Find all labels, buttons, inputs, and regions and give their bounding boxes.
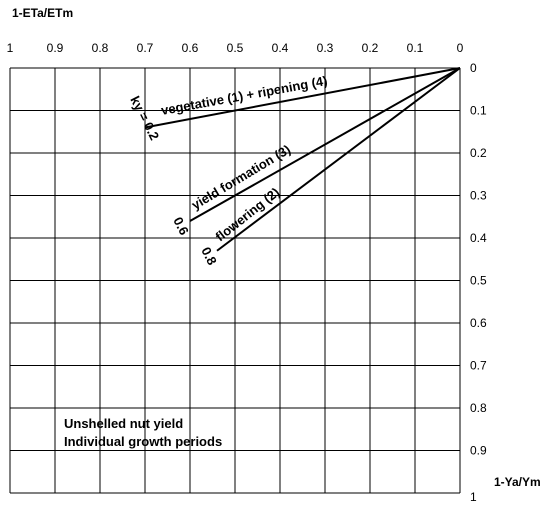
x-tick-label: 0.7 bbox=[137, 41, 154, 55]
x-tick-label: 0.3 bbox=[317, 41, 334, 55]
x-tick-label: 0 bbox=[457, 41, 464, 55]
series-label-vegetative-ripening: vegetative (1) + ripening (4) bbox=[160, 73, 329, 118]
x-tick-label: 0.8 bbox=[92, 41, 109, 55]
y-tick-label: 0.7 bbox=[470, 359, 487, 373]
y-tick-label: 0.2 bbox=[470, 146, 487, 160]
series-label-yield-formation: yield formation (3) bbox=[189, 142, 293, 213]
y-tick-label: 0.5 bbox=[470, 274, 487, 288]
y-tick-label: 0.3 bbox=[470, 189, 487, 203]
series-line bbox=[189, 67, 461, 222]
annotation-yield-type: Unshelled nut yield bbox=[64, 416, 183, 431]
grid bbox=[9, 67, 461, 494]
x-tick-labels: 1 0.9 0.8 0.7 0.6 0.5 0.4 0.3 0.2 0.1 0 bbox=[7, 41, 464, 55]
series-line bbox=[216, 67, 461, 252]
x-tick-label: 0.2 bbox=[362, 41, 379, 55]
y-tick-label: 0 bbox=[470, 61, 477, 75]
y-tick-label: 0.1 bbox=[470, 104, 487, 118]
x-tick-label: 0.6 bbox=[182, 41, 199, 55]
y-tick-label: 0.6 bbox=[470, 316, 487, 330]
ky-label-yield-formation: 0.6 bbox=[170, 215, 192, 238]
y-tick-label: 0.8 bbox=[470, 401, 487, 415]
ky-label-flowering: 0.8 bbox=[198, 245, 220, 268]
x-tick-label: 1 bbox=[7, 41, 14, 55]
y-tick-label: 0.4 bbox=[470, 231, 487, 245]
y-axis-label: 1-ETa/ETm bbox=[12, 6, 73, 20]
series-line bbox=[144, 67, 461, 129]
x-axis-label: 1-Ya/Ym bbox=[494, 475, 541, 489]
x-tick-label: 0.4 bbox=[272, 41, 289, 55]
x-tick-label: 0.5 bbox=[227, 41, 244, 55]
x-tick-label: 0.1 bbox=[407, 41, 424, 55]
x-tick-label: 0.9 bbox=[47, 41, 64, 55]
y-tick-label: 0.9 bbox=[470, 444, 487, 458]
annotation-growth-periods: Individual growth periods bbox=[64, 434, 222, 449]
y-tick-label: 1 bbox=[470, 490, 477, 504]
y-tick-labels: 0 0.1 0.2 0.3 0.4 0.5 0.6 0.7 0.8 0.9 1 bbox=[470, 61, 487, 504]
series-lines bbox=[144, 67, 461, 252]
